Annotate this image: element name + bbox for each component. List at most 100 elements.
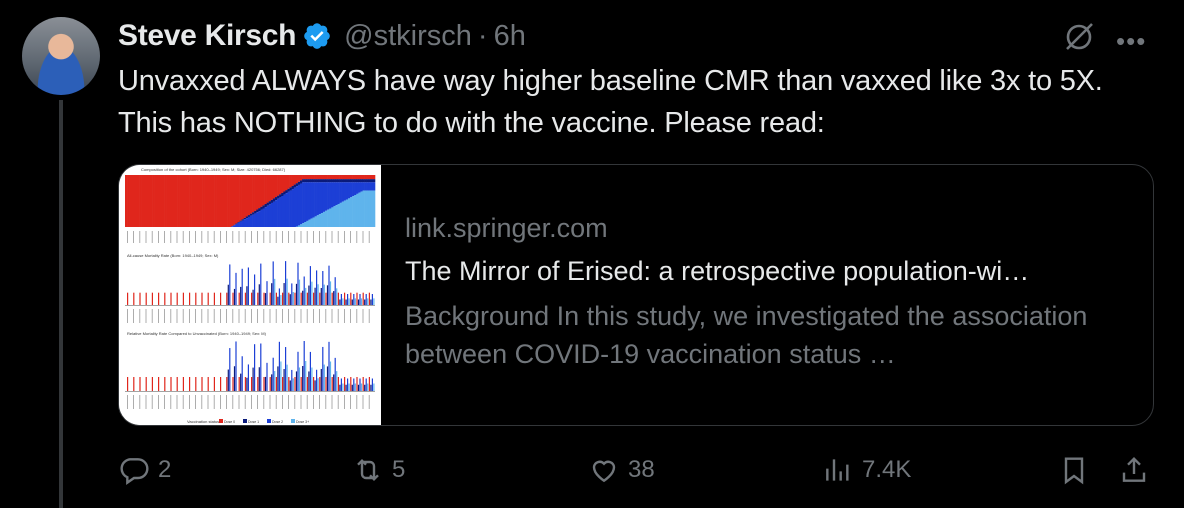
bar-dose0 xyxy=(325,377,327,391)
axis-tick xyxy=(362,395,364,409)
bar-dose1 xyxy=(277,366,279,391)
bar-dose2 xyxy=(353,294,355,305)
composition-segment xyxy=(233,225,236,227)
composition-segment xyxy=(283,191,286,195)
composition-segment xyxy=(193,175,197,227)
axis-tick xyxy=(133,309,134,323)
post-time[interactable]: 6h xyxy=(493,19,526,52)
card-body: link.springer.com The Mirror of Erised: … xyxy=(405,213,1125,373)
share-button[interactable] xyxy=(1118,448,1150,492)
composition-segment xyxy=(314,182,317,217)
axis-tick xyxy=(170,395,172,409)
composition-segment xyxy=(266,202,270,206)
bar-dose0 xyxy=(300,292,302,305)
composition-segment xyxy=(318,175,322,180)
bar-dose0 xyxy=(331,292,333,305)
axis-tick xyxy=(244,231,246,243)
axis-tick xyxy=(331,231,333,243)
axis-tick xyxy=(350,395,351,409)
axis-tick xyxy=(182,231,184,243)
bar-dose0 xyxy=(232,377,234,391)
axis-tick xyxy=(244,309,246,323)
composition-segment xyxy=(235,175,238,224)
bar-dose3 xyxy=(329,281,332,305)
composition-segment xyxy=(268,175,272,202)
composition-segment xyxy=(327,182,330,210)
bar-dose2 xyxy=(334,277,336,305)
composition-segment xyxy=(277,195,280,199)
composition-segment xyxy=(252,175,255,213)
bar-dose2 xyxy=(266,362,268,391)
bar-dose0 xyxy=(164,292,166,305)
composition-segment xyxy=(295,186,299,227)
composition-segment xyxy=(206,175,209,227)
repost-button[interactable]: 5 xyxy=(352,448,405,492)
like-button[interactable]: 38 xyxy=(588,448,655,492)
composition-segment xyxy=(362,190,365,227)
composition-segment xyxy=(302,179,305,183)
composition-segment xyxy=(283,175,286,192)
composition-segment xyxy=(350,182,353,198)
composition-segment xyxy=(237,175,240,223)
composition-segment xyxy=(356,179,359,183)
composition-segment xyxy=(270,199,274,203)
composition-segment xyxy=(308,175,311,180)
composition-segment xyxy=(260,175,263,207)
axis-tick xyxy=(288,395,289,409)
bookmark-button[interactable] xyxy=(1058,448,1090,492)
composition-segment xyxy=(204,175,207,227)
composition-segment xyxy=(300,180,303,184)
composition-segment xyxy=(354,175,357,180)
composition-segment xyxy=(239,221,242,227)
bar-dose0 xyxy=(294,377,296,391)
bar-dose1 xyxy=(233,366,236,391)
bar-dose1 xyxy=(227,369,229,391)
bar-dose3 xyxy=(323,284,325,305)
bar-dose1 xyxy=(264,293,267,305)
axis-tick xyxy=(226,309,227,323)
verified-badge-icon[interactable] xyxy=(302,21,332,51)
legend-swatch xyxy=(243,419,247,423)
link-card[interactable]: Composition of the cohort (Born: 1940–19… xyxy=(118,164,1154,426)
bar-dose0 xyxy=(170,292,172,305)
bar-dose0 xyxy=(269,377,271,391)
bar-dose1 xyxy=(240,373,242,391)
composition-segment xyxy=(354,182,357,196)
composition-segment xyxy=(343,179,347,183)
axis-tick xyxy=(251,309,252,323)
composition-segment xyxy=(241,219,245,221)
composition-segment xyxy=(250,175,253,214)
composition-segment xyxy=(166,175,170,227)
author-handle[interactable]: @stkirsch xyxy=(344,19,472,52)
views-button[interactable]: 7.4K xyxy=(822,448,911,492)
composition-segment xyxy=(350,175,353,180)
bar-dose1 xyxy=(333,374,335,391)
composition-segment xyxy=(370,182,374,191)
composition-segment xyxy=(300,183,303,225)
bar-dose0 xyxy=(368,292,370,305)
composition-segment xyxy=(243,175,247,218)
composition-segment xyxy=(222,175,226,227)
composition-segment xyxy=(135,175,138,227)
bar-dose2 xyxy=(328,341,330,391)
bar-dose0 xyxy=(368,377,370,391)
composition-segment xyxy=(181,175,184,227)
composition-segment xyxy=(239,175,242,221)
composition-segment xyxy=(347,179,351,183)
bar-dose0 xyxy=(263,292,265,305)
axis-tick xyxy=(275,309,277,323)
avatar[interactable] xyxy=(22,17,100,95)
axis-tick xyxy=(127,395,128,409)
reply-button[interactable]: 2 xyxy=(118,448,171,492)
grok-icon[interactable] xyxy=(1062,20,1096,54)
composition-segment xyxy=(308,182,311,220)
composition-segment xyxy=(252,212,255,215)
composition-segment xyxy=(356,193,359,227)
axis-tick xyxy=(238,231,240,243)
axis-tick xyxy=(288,231,289,243)
bar-dose0 xyxy=(207,377,209,391)
author-name[interactable]: Steve Kirsch xyxy=(118,19,297,52)
bar-dose0 xyxy=(356,377,358,391)
more-icon[interactable]: ••• xyxy=(1116,26,1147,56)
legend-label: Dose 0 xyxy=(224,420,235,424)
